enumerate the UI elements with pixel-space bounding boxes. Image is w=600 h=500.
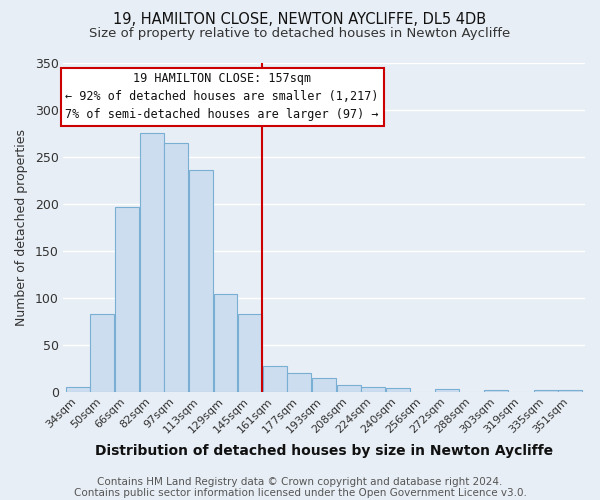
- Bar: [386, 388, 410, 392]
- Text: 19, HAMILTON CLOSE, NEWTON AYCLIFFE, DL5 4DB: 19, HAMILTON CLOSE, NEWTON AYCLIFFE, DL5…: [113, 12, 487, 28]
- Bar: [189, 170, 213, 392]
- Y-axis label: Number of detached properties: Number of detached properties: [15, 129, 28, 326]
- Bar: [115, 208, 139, 392]
- Bar: [140, 133, 164, 392]
- Bar: [238, 314, 262, 392]
- Text: 19 HAMILTON CLOSE: 157sqm
← 92% of detached houses are smaller (1,217)
7% of sem: 19 HAMILTON CLOSE: 157sqm ← 92% of detac…: [65, 72, 379, 122]
- Bar: [558, 390, 582, 392]
- Text: Contains HM Land Registry data © Crown copyright and database right 2024.: Contains HM Land Registry data © Crown c…: [97, 477, 503, 487]
- Bar: [287, 373, 311, 392]
- Bar: [312, 378, 336, 392]
- Bar: [361, 388, 385, 392]
- Text: Contains public sector information licensed under the Open Government Licence v3: Contains public sector information licen…: [74, 488, 526, 498]
- Bar: [263, 366, 287, 392]
- X-axis label: Distribution of detached houses by size in Newton Aycliffe: Distribution of detached houses by size …: [95, 444, 553, 458]
- Bar: [337, 386, 361, 392]
- Bar: [484, 390, 508, 392]
- Text: Size of property relative to detached houses in Newton Aycliffe: Size of property relative to detached ho…: [89, 28, 511, 40]
- Bar: [66, 388, 90, 392]
- Bar: [435, 389, 459, 392]
- Bar: [214, 294, 238, 392]
- Bar: [164, 142, 188, 392]
- Bar: [91, 314, 115, 392]
- Bar: [533, 390, 557, 392]
